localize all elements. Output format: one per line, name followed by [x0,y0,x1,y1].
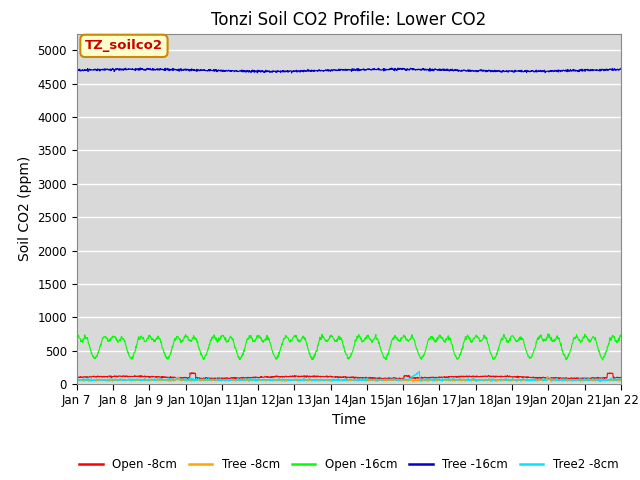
Tree -16cm [73,68,81,73]
Tree -8cm [383,378,390,384]
Line: Tree -16cm: Tree -16cm [77,68,621,73]
Open -8cm [316,373,323,379]
Open -16cm [115,338,123,344]
Open -16cm [544,331,552,337]
Tree2 -8cm [315,377,323,383]
Tree -16cm [383,67,390,72]
Open -8cm [115,373,123,379]
Tree -16cm [288,70,296,76]
Legend: Open -8cm, Tree -8cm, Open -16cm, Tree -16cm, Tree2 -8cm: Open -8cm, Tree -8cm, Open -16cm, Tree -… [74,454,623,476]
Open -16cm [599,357,607,363]
Open -8cm [617,375,625,381]
Tree -8cm [543,374,551,380]
Line: Open -16cm: Open -16cm [77,334,621,360]
Open -16cm [617,332,625,338]
Open -16cm [304,344,312,349]
Tree2 -8cm [304,377,312,383]
Tree2 -8cm [415,369,423,374]
Tree -8cm [137,378,145,384]
Tree -8cm [73,377,81,383]
Tree -16cm [316,68,323,73]
Open -16cm [383,356,390,361]
Open -8cm [326,374,333,380]
Tree -16cm [617,66,625,72]
Y-axis label: Soil CO2 (ppm): Soil CO2 (ppm) [18,156,32,262]
Open -8cm [188,370,196,375]
Tree -16cm [137,66,145,72]
Tree2 -8cm [617,376,625,382]
Open -16cm [73,334,81,339]
Open -16cm [137,334,145,339]
Open -16cm [325,336,333,342]
Tree -8cm [577,379,584,384]
Tree -16cm [304,67,312,72]
Tree -8cm [325,377,333,383]
Tree2 -8cm [137,378,145,384]
Open -16cm [315,339,323,345]
Text: TZ_soilco2: TZ_soilco2 [85,39,163,52]
Line: Open -8cm: Open -8cm [77,372,621,379]
Tree -8cm [304,378,312,384]
Tree -8cm [617,377,625,383]
Tree -8cm [115,377,123,383]
Line: Tree2 -8cm: Tree2 -8cm [77,372,621,382]
Tree2 -8cm [73,377,81,383]
Tree -16cm [115,67,123,73]
Tree -8cm [315,378,323,384]
Open -8cm [73,374,81,380]
Open -8cm [305,373,312,379]
Tree -16cm [394,65,402,71]
Tree2 -8cm [115,378,123,384]
Tree2 -8cm [383,377,390,383]
Tree -16cm [325,68,333,74]
Tree2 -8cm [596,379,604,384]
X-axis label: Time: Time [332,413,366,427]
Open -8cm [137,374,145,380]
Open -8cm [383,376,391,382]
Tree2 -8cm [325,376,333,382]
Line: Tree -8cm: Tree -8cm [77,377,621,382]
Title: Tonzi Soil CO2 Profile: Lower CO2: Tonzi Soil CO2 Profile: Lower CO2 [211,11,486,29]
Open -8cm [209,376,216,382]
